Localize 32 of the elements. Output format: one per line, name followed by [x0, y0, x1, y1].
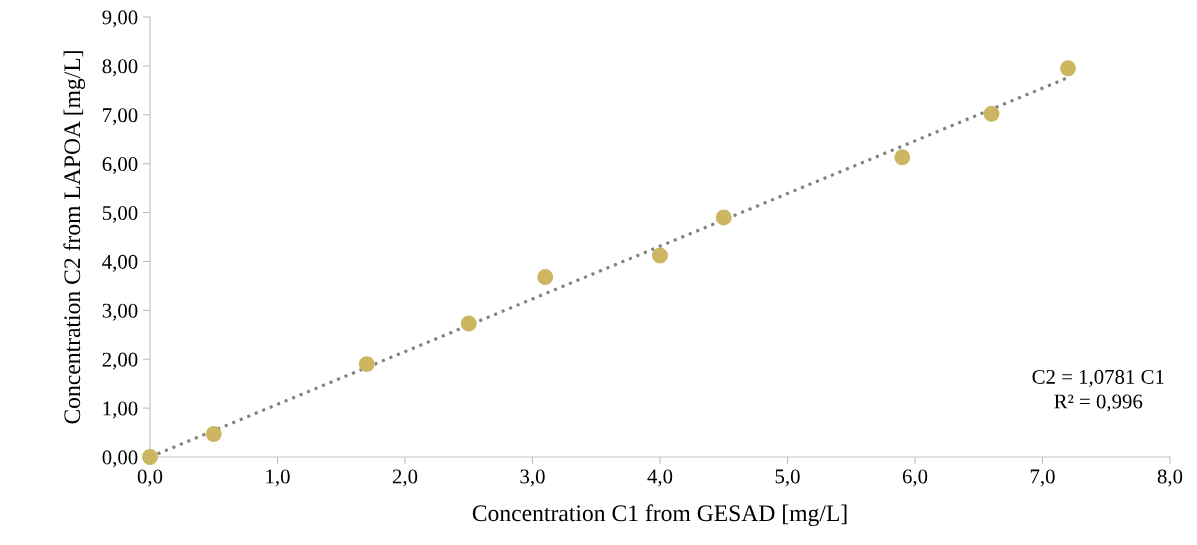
y-tick-label: 8,00 [102, 59, 138, 77]
y-tick-label: 9,00 [102, 10, 138, 28]
point [142, 449, 158, 465]
y-tick-label: 2,00 [102, 352, 138, 370]
x-tick-label: 3,0 [520, 469, 545, 487]
point [358, 356, 375, 373]
point [460, 315, 477, 332]
x-axis-title: Concentration C1 from GESAD [mg/L] [472, 504, 847, 527]
x-tick-label: 8,0 [1157, 469, 1183, 487]
y-tick-label: 7,00 [103, 108, 138, 126]
y-tick-label: 0,00 [102, 450, 138, 468]
annotation: C2 = 1,0781 C1 R² = 0,996 [1032, 369, 1164, 412]
point [537, 269, 554, 286]
point [1060, 60, 1076, 77]
y-tick-label: 5,00 [102, 205, 138, 223]
x-tick-label: 7,0 [1030, 469, 1055, 487]
y-tick-label: 6,00 [102, 157, 138, 175]
x-tick-label: 5,0 [775, 469, 800, 487]
y-tick-label: 4,00 [102, 254, 138, 272]
point [894, 149, 911, 166]
y-tick-label: 1,00 [103, 401, 138, 419]
y-tick-label: 3,00 [102, 303, 138, 321]
y-axis-title: Concentration C2 from LAPOA [mg/L] [63, 51, 86, 424]
x-tick-label: 4,0 [647, 469, 673, 487]
point [652, 247, 668, 264]
x-tick-label: 0,0 [137, 469, 163, 487]
point [715, 209, 732, 226]
x-tick-label: 1,0 [266, 469, 290, 487]
point [983, 105, 1000, 122]
point [205, 426, 222, 443]
x-tick-label: 2,0 [392, 469, 418, 487]
x-tick-label: 6,0 [902, 469, 928, 487]
